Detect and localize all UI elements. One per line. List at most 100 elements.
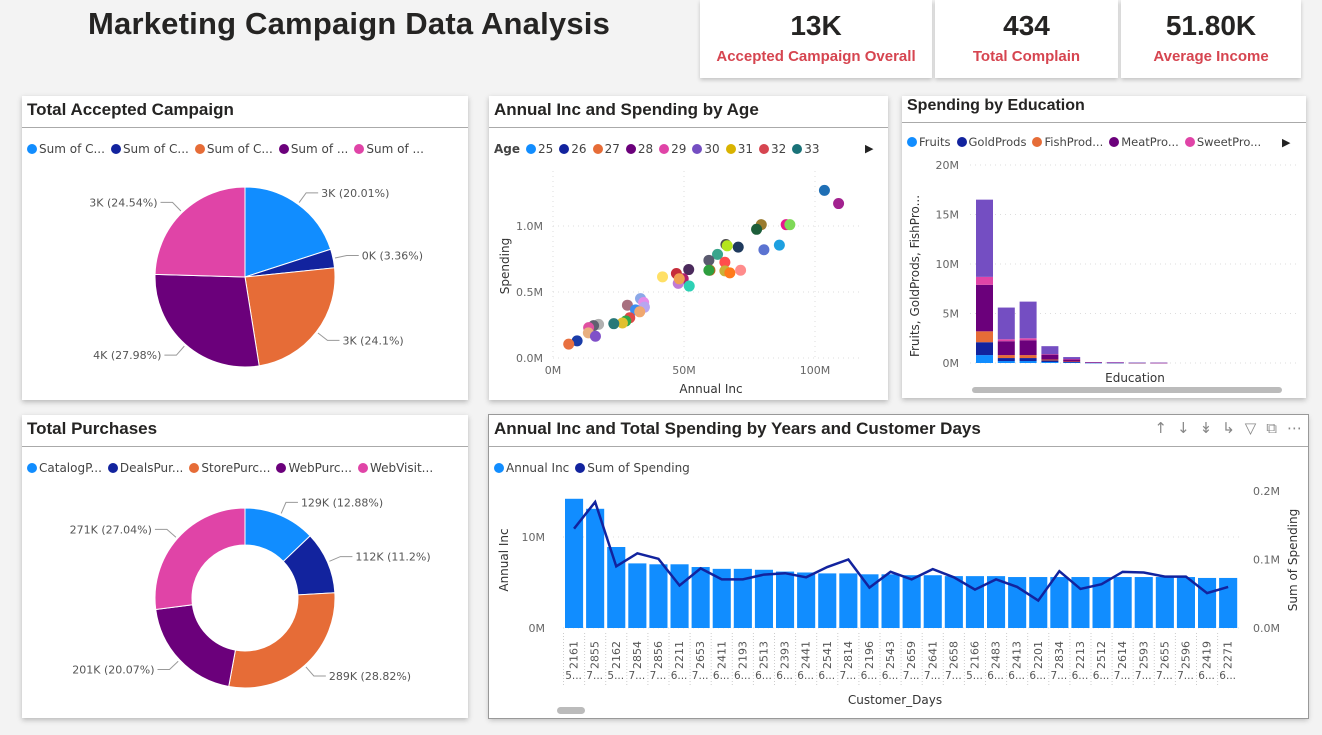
- legend-item[interactable]: 29: [659, 142, 686, 156]
- scatter-point: [616, 317, 628, 329]
- years-visual[interactable]: Annual Inc and Total Spending by Years a…: [488, 414, 1309, 719]
- legend-item[interactable]: Sum of C...: [110, 142, 189, 156]
- x-subtick-label: 7...: [628, 670, 645, 682]
- bar-segment: [1063, 359, 1081, 360]
- expand-hierarchy-icon[interactable]: ↳: [1222, 419, 1235, 437]
- legend-item[interactable]: WebPurc...: [276, 461, 352, 475]
- legend-item[interactable]: 28: [625, 142, 653, 156]
- legend-label: 31: [737, 142, 753, 156]
- data-label: 3K (24.54%): [89, 196, 157, 209]
- x-tick-label: 2614: [1116, 641, 1129, 669]
- x-subtick-label: 7...: [839, 670, 856, 682]
- legend-item[interactable]: 32: [758, 142, 786, 156]
- bar: [923, 575, 942, 628]
- bar-segment: [1019, 355, 1037, 359]
- legend-next-icon[interactable]: ▶: [1282, 136, 1291, 149]
- legend-item[interactable]: Fruits: [907, 135, 951, 149]
- legend-item[interactable]: 31: [725, 142, 753, 156]
- bar-segment: [1063, 359, 1081, 362]
- kpi-card-accepted: 13K Accepted Campaign Overall: [700, 0, 932, 78]
- legend-item[interactable]: StorePurc...: [189, 461, 270, 475]
- legend-item[interactable]: 26: [559, 142, 587, 156]
- bar-segment: [997, 339, 1015, 342]
- legend-item[interactable]: WebVisit...: [357, 461, 433, 475]
- bar-segment: [1150, 362, 1168, 364]
- kpi-label: Accepted Campaign Overall: [716, 48, 916, 65]
- bar: [1176, 577, 1195, 628]
- legend-item[interactable]: SweetPro...: [1184, 135, 1261, 149]
- education-visual[interactable]: Spending by Education Fruits GoldProds Fis…: [902, 96, 1306, 398]
- x-tick-label: 2483: [990, 641, 1003, 669]
- horizontal-scrollbar[interactable]: [557, 707, 585, 714]
- x-tick-label: 2201: [1032, 641, 1045, 669]
- x-tick-label: 2653: [694, 641, 707, 669]
- bar-segment: [1041, 362, 1059, 363]
- bar-segment: [1041, 354, 1059, 360]
- arrow-down-icon[interactable]: ↓: [1177, 419, 1190, 437]
- filter-icon[interactable]: ▽: [1244, 419, 1257, 437]
- legend-item[interactable]: Sum of C...: [27, 142, 105, 156]
- bar: [712, 568, 731, 628]
- focus-mode-icon[interactable]: ⧉: [1266, 419, 1277, 437]
- bar-segment: [976, 284, 993, 332]
- legend-item[interactable]: 33: [792, 142, 820, 156]
- x-subtick-label: 7...: [945, 670, 962, 682]
- legend-item[interactable]: MeatPro...: [1109, 135, 1179, 149]
- age-scatter-visual[interactable]: Annual Inc and Spending by Age Age 25 26 27…: [489, 96, 888, 400]
- bar-segment: [1019, 338, 1037, 341]
- y-axis-title: Spending: [498, 238, 512, 294]
- bar-segment: [976, 355, 993, 363]
- legend-label: 25: [538, 142, 554, 156]
- chart-svg: 0M 5M 10M 15M 20M Education Fruits, GoldProds,…: [908, 159, 1297, 393]
- legend: Age 25 26 27 28 29 30 31 32 33: [494, 142, 820, 156]
- x-tick-label: 2658: [947, 641, 960, 669]
- data-label: 0K (3.36%): [362, 250, 423, 263]
- more-options-icon[interactable]: ⋯: [1287, 419, 1302, 437]
- legend-item[interactable]: Sum of C...: [194, 142, 273, 156]
- legend-next-icon[interactable]: ▶: [865, 142, 874, 155]
- purchases-visual[interactable]: Total Purchases CatalogP... DealsPur... St…: [22, 415, 468, 718]
- leader-line: [280, 501, 298, 514]
- x-subtick-label: 6...: [1008, 670, 1025, 682]
- legend-item[interactable]: Sum of ...: [354, 142, 424, 156]
- legend-item[interactable]: 27: [592, 142, 620, 156]
- legend-marker-icon: [357, 463, 368, 473]
- legend-item[interactable]: DealsPur...: [107, 461, 183, 475]
- accepted-campaign-visual[interactable]: Total Accepted Campaign Sum of C... Sum o…: [22, 96, 468, 400]
- y-axis-title: Fruits, GoldProds, FishPro...: [908, 195, 922, 357]
- x-subtick-label: 7...: [924, 670, 941, 682]
- scatter-point: [563, 338, 575, 350]
- arrow-up-icon[interactable]: ↑: [1154, 419, 1167, 437]
- leader-line: [305, 666, 326, 677]
- legend-item[interactable]: GoldProds: [956, 135, 1026, 149]
- y-axis-title: Annual Inc: [497, 528, 511, 591]
- legend-item[interactable]: Annual Inc: [494, 461, 569, 475]
- legend-item[interactable]: 30: [692, 142, 720, 156]
- bar-segment: [997, 355, 1015, 359]
- scatter-point: [589, 330, 601, 342]
- x-subtick-label: 6...: [1198, 670, 1215, 682]
- leader-line: [298, 192, 319, 203]
- scatter-point: [758, 244, 770, 256]
- legend-item[interactable]: Sum of Spending: [575, 461, 690, 475]
- scatter-point: [608, 318, 620, 330]
- legend-item[interactable]: Sum of ...: [278, 142, 348, 156]
- x-subtick-label: 7...: [1135, 670, 1152, 682]
- legend-item[interactable]: FishProd...: [1032, 135, 1103, 149]
- bar-segment: [997, 307, 1015, 340]
- legend-marker-icon: [659, 144, 670, 154]
- horizontal-scrollbar: [972, 387, 1282, 393]
- bar: [628, 563, 647, 628]
- y-tick-label: 5M: [943, 308, 960, 321]
- double-arrow-down-icon[interactable]: ↡: [1199, 419, 1213, 437]
- legend-marker-icon: [107, 463, 118, 473]
- legend-item[interactable]: 25: [526, 142, 553, 156]
- scatter-point: [703, 264, 715, 276]
- x-axis-title: Annual Inc: [679, 382, 742, 396]
- scatter-point: [735, 264, 747, 276]
- y-tick-label: 1.0M: [516, 220, 543, 233]
- legend-item[interactable]: CatalogP...: [27, 461, 102, 475]
- bar-segment: [1063, 361, 1081, 363]
- x-subtick-label: 6...: [713, 670, 730, 682]
- kpi-label: Total Complain: [972, 48, 1081, 65]
